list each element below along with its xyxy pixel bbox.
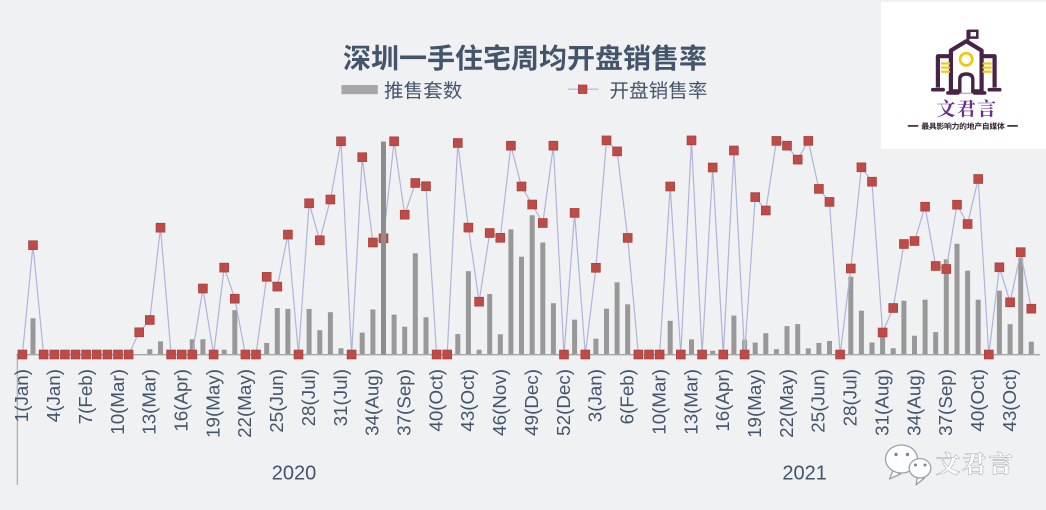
svg-text:3(Jan): 3(Jan): [585, 369, 606, 422]
svg-text:7(Feb): 7(Feb): [75, 369, 96, 424]
svg-text:13(Mar): 13(Mar): [680, 369, 701, 435]
svg-text:40(Oct): 40(Oct): [425, 369, 446, 432]
svg-text:40(Oct): 40(Oct): [967, 369, 988, 432]
svg-text:10(Mar): 10(Mar): [107, 369, 128, 435]
svg-text:43(Oct): 43(Oct): [457, 369, 478, 432]
svg-text:19(May): 19(May): [202, 369, 223, 438]
svg-text:31(Aug): 31(Aug): [871, 369, 892, 436]
svg-text:34(Aug): 34(Aug): [903, 369, 924, 436]
svg-text:16(Apr): 16(Apr): [712, 369, 733, 432]
svg-text:19(May): 19(May): [744, 369, 765, 438]
svg-text:49(Dec): 49(Dec): [521, 369, 542, 436]
svg-text:4(Jan): 4(Jan): [43, 369, 64, 422]
svg-text:16(Apr): 16(Apr): [171, 369, 192, 432]
svg-text:37(Sep): 37(Sep): [394, 369, 415, 436]
svg-text:43(Oct): 43(Oct): [999, 369, 1020, 432]
svg-text:22(May): 22(May): [234, 369, 255, 438]
svg-text:2021: 2021: [782, 462, 827, 484]
svg-text:46(Nov): 46(Nov): [489, 369, 510, 436]
svg-text:6(Feb): 6(Feb): [617, 369, 638, 424]
svg-text:10(Mar): 10(Mar): [648, 369, 669, 435]
svg-text:37(Sep): 37(Sep): [935, 369, 956, 436]
svg-text:28(Jul): 28(Jul): [840, 369, 861, 426]
svg-text:34(Aug): 34(Aug): [362, 369, 383, 436]
svg-text:31(Jul): 31(Jul): [330, 369, 351, 426]
svg-text:22(May): 22(May): [776, 369, 797, 438]
svg-text:13(Mar): 13(Mar): [139, 369, 160, 435]
svg-text:52(Dec): 52(Dec): [553, 369, 574, 436]
svg-text:25(Jun): 25(Jun): [266, 369, 287, 433]
svg-text:28(Jul): 28(Jul): [298, 369, 319, 426]
svg-text:1(Jan): 1(Jan): [11, 369, 32, 422]
svg-text:25(Jun): 25(Jun): [808, 369, 829, 433]
svg-text:2020: 2020: [272, 462, 317, 484]
